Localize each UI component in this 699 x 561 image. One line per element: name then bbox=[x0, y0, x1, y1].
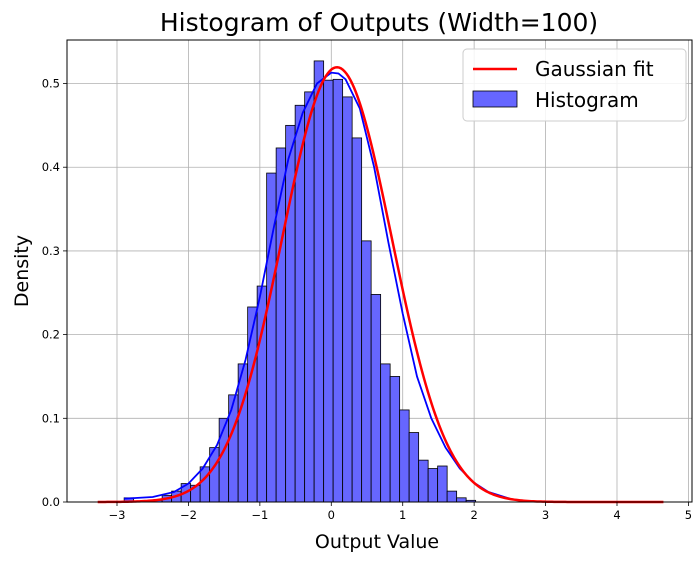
histogram-bar bbox=[313, 60, 325, 503]
x-tick-label: 3 bbox=[542, 508, 549, 522]
chart-title: Histogram of Outputs (Width=100) bbox=[160, 8, 598, 37]
y-axis-title: Density bbox=[11, 235, 33, 307]
histogram-bar bbox=[380, 363, 391, 503]
histogram-bar bbox=[275, 147, 287, 503]
legend-histogram-label: Histogram bbox=[535, 88, 639, 112]
histogram-bar bbox=[304, 91, 315, 503]
histogram-bar bbox=[446, 490, 458, 503]
x-tick-label: 4 bbox=[613, 508, 620, 522]
legend: Gaussian fit Histogram bbox=[462, 48, 687, 122]
histogram-bar bbox=[361, 240, 372, 503]
histogram-bar bbox=[199, 466, 211, 503]
y-tick-label: 0.1 bbox=[42, 411, 60, 425]
histogram-bar bbox=[437, 465, 448, 503]
x-tick-label: 0 bbox=[328, 508, 335, 522]
y-tick-label: 0.5 bbox=[42, 77, 60, 91]
histogram-bar bbox=[389, 376, 401, 503]
histogram-bar bbox=[323, 79, 334, 503]
histogram-bar bbox=[247, 306, 258, 503]
plot-frame bbox=[66, 39, 693, 503]
x-tick-label: 1 bbox=[399, 508, 406, 522]
histogram-bar bbox=[342, 96, 353, 503]
x-tick-label: 2 bbox=[470, 508, 477, 522]
histogram-bar bbox=[218, 417, 230, 503]
y-tick-label: 0.2 bbox=[42, 328, 60, 342]
histogram-bar bbox=[237, 363, 249, 503]
x-tick-label: 5 bbox=[685, 508, 692, 522]
y-tick-label: 0.3 bbox=[42, 244, 60, 258]
histogram-bar bbox=[332, 78, 344, 503]
kde-line bbox=[124, 71, 511, 500]
x-tick-label: −3 bbox=[109, 508, 126, 522]
y-axis: 0.0 0.1 0.2 0.3 0.4 0.5 bbox=[42, 77, 67, 509]
legend-box bbox=[462, 48, 687, 122]
histogram-bar bbox=[408, 432, 420, 503]
legend-gaussian-label: Gaussian fit bbox=[535, 57, 654, 81]
histogram-bar bbox=[351, 137, 363, 503]
histogram-bar bbox=[370, 294, 382, 503]
x-tick-label: −1 bbox=[251, 508, 268, 522]
histogram-bar bbox=[418, 459, 429, 503]
x-axis-title: Output Value bbox=[315, 531, 439, 553]
histogram-bars bbox=[123, 60, 477, 503]
y-tick-label: 0.0 bbox=[42, 495, 60, 509]
legend-histogram-swatch bbox=[472, 90, 518, 108]
histogram-bar bbox=[427, 468, 439, 503]
y-tick-label: 0.4 bbox=[42, 160, 60, 174]
histogram-bar bbox=[456, 497, 467, 503]
x-axis: −3 −2 −1 0 1 2 3 4 5 bbox=[109, 502, 692, 522]
x-tick-label: −2 bbox=[180, 508, 197, 522]
histogram-bar bbox=[294, 104, 306, 503]
histogram-bar bbox=[399, 409, 410, 503]
